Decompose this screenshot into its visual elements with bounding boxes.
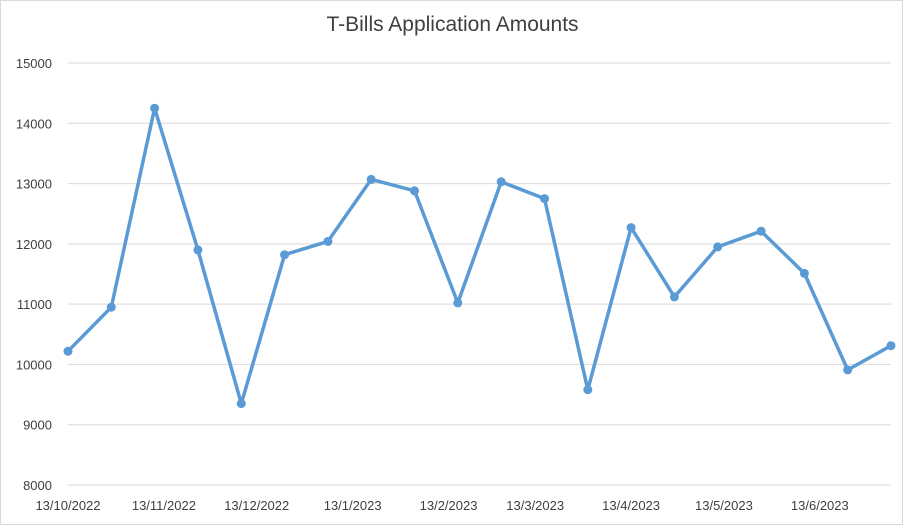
chart-title: T-Bills Application Amounts <box>326 13 579 36</box>
x-tick-label: 13/4/2023 <box>602 498 660 513</box>
data-point <box>496 177 506 187</box>
y-tick-label: 8000 <box>23 478 52 493</box>
series-line <box>66 106 893 406</box>
y-tick-label: 9000 <box>23 418 52 433</box>
x-tick-label: 13/11/2022 <box>132 498 196 513</box>
x-tick-label: 13/1/2023 <box>324 498 382 513</box>
data-point <box>236 399 246 409</box>
data-point <box>453 298 463 308</box>
x-tick-label: 13/12/2022 <box>224 498 289 513</box>
y-tick-label: 14000 <box>16 116 52 131</box>
x-tick-label: 13/2/2023 <box>420 498 478 513</box>
data-point <box>583 385 593 395</box>
x-tick-label: 13/10/2022 <box>35 498 100 513</box>
data-point <box>323 236 333 246</box>
y-axis-ticks: 8000 9000 10000 11000 12000 13000 14000 15000 <box>16 56 52 493</box>
data-point <box>410 186 419 196</box>
data-point <box>886 341 896 351</box>
data-point <box>756 226 766 236</box>
x-tick-label: 13/5/2023 <box>695 498 753 513</box>
data-point <box>193 245 203 255</box>
data-point <box>63 346 73 356</box>
x-axis-ticks: 13/10/2022 13/11/2022 13/12/2022 13/1/2023 1… <box>35 498 848 513</box>
data-point <box>669 292 679 302</box>
data-point <box>280 250 290 260</box>
data-point <box>713 242 723 252</box>
data-point <box>799 268 809 278</box>
y-tick-label: 12000 <box>16 237 52 252</box>
data-point <box>106 302 116 312</box>
y-tick-label: 15000 <box>16 56 52 71</box>
x-tick-label: 13/6/2023 <box>791 498 849 513</box>
data-point <box>150 103 160 113</box>
x-tick-label: 13/3/2023 <box>506 498 564 513</box>
y-tick-label: 11000 <box>17 297 52 312</box>
data-point <box>540 194 549 204</box>
data-point <box>843 365 853 375</box>
data-point <box>626 223 636 233</box>
series-layer <box>63 103 896 409</box>
data-point <box>366 174 376 184</box>
gridlines <box>68 62 891 486</box>
y-tick-label: 10000 <box>16 357 52 372</box>
y-tick-label: 13000 <box>16 177 52 192</box>
